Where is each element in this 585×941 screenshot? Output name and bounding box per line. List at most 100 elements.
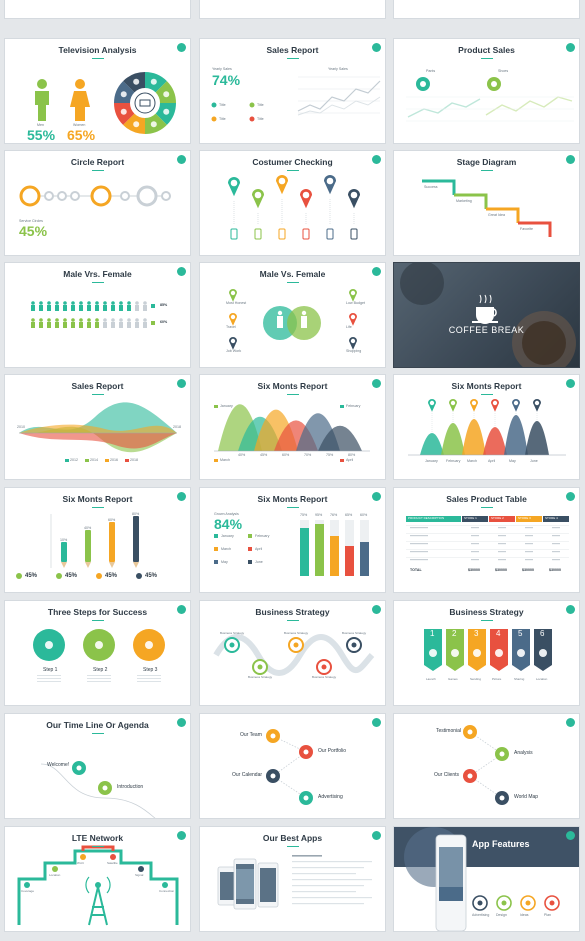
- slide-graphic: [424, 629, 552, 671]
- right-item: Low Budget: [346, 301, 365, 305]
- slide-subtitle-line: [200, 505, 385, 508]
- slide-top-partial-1[interactable]: [4, 0, 191, 19]
- men-label: Men: [37, 123, 44, 127]
- stage-label: Success: [424, 185, 438, 189]
- slide-graphic: [31, 301, 155, 328]
- month-label: April: [488, 459, 496, 463]
- peak-percent: 75%: [326, 453, 334, 457]
- slide-stage-diagram[interactable]: Success Marketing Great Idea Favorite Stage …: [393, 150, 580, 256]
- slide-costumer-checking[interactable]: Costumer Checking: [199, 150, 386, 256]
- table-header: STORE 1: [464, 516, 477, 520]
- bar-percent: 40%: [84, 526, 92, 530]
- slide-best-apps[interactable]: Our Best Apps: [199, 826, 386, 932]
- slide-subtitle-line: [5, 505, 190, 508]
- legend-item: 2016: [110, 458, 118, 462]
- slide-graphic: [5, 0, 191, 19]
- slide-number-badge: [566, 718, 575, 727]
- month-label: March: [220, 458, 230, 462]
- slide-male-vs-female-1[interactable]: 85% 60% Male Vrs. Female: [4, 262, 191, 368]
- step-label: Step 1: [43, 667, 58, 673]
- slide-app-features[interactable]: Advertising Design Ideas Plan App Features: [393, 826, 580, 932]
- year-label: 2018: [173, 425, 181, 429]
- slide-title: Sales Report: [266, 45, 319, 55]
- slide-six-monts-report-2[interactable]: January February March April May June Six Mont…: [393, 374, 580, 480]
- slide-subtitle-line: [5, 168, 190, 171]
- month-label: April: [255, 547, 263, 551]
- slide-subtitle-line: [394, 618, 579, 621]
- slide-title: Six Monts Report: [257, 494, 328, 504]
- slide-graphic: [211, 76, 381, 122]
- slide-sales-report-1[interactable]: Yearly Sales 74% Title Title Title Title Yearl…: [199, 38, 386, 144]
- slide-number-badge: [177, 43, 186, 52]
- slide-male-vs-female-2[interactable]: Most Honest Travel Job Work Low Budget Life S…: [199, 262, 386, 368]
- chart-title: Yearly Sales: [328, 67, 348, 71]
- slide-timeline[interactable]: Welcome! Introduction Our Time Line Or Age…: [4, 713, 191, 819]
- slide-sales-report-2[interactable]: 2010 2018 2012 2014 2016 2018 Sales Report: [4, 374, 191, 480]
- slide-business-strategy-2[interactable]: 1 Launch 2 Games 3 Sending 4 Picture 5 Sharing 6 Lo…: [393, 600, 580, 706]
- network-item: Location: [49, 873, 61, 877]
- slide-graphic: [228, 175, 360, 240]
- slide-subtitle-line: [200, 392, 385, 395]
- stage-label: Marketing: [456, 199, 472, 203]
- peak-percent: 70%: [304, 453, 312, 457]
- strategy-label: Sharing: [514, 677, 525, 681]
- year-label: 2010: [17, 425, 25, 429]
- slide-graphic: [214, 404, 370, 462]
- slide-subtitle-line: [200, 56, 385, 59]
- month-label: January: [221, 534, 234, 538]
- feature-item: Advertising: [472, 913, 490, 917]
- bar-percent: 75%: [300, 513, 308, 517]
- slide-graphic: [213, 634, 375, 676]
- slide-product-sales[interactable]: Pants Shoes Product Sales: [393, 38, 580, 144]
- slide-business-strategy-1[interactable]: Business Strategy Business Strategy Busine…: [199, 600, 386, 706]
- slide-testimonial[interactable]: Testimonial Analysis Our Clients World Map: [393, 713, 580, 819]
- slide-number-badge: [177, 718, 186, 727]
- table-total-value: $30000: [522, 568, 534, 572]
- slide-number-badge: [372, 831, 381, 840]
- slide-title: Sales Report: [71, 381, 124, 391]
- coffee-break-title: COFFEE BREAK: [448, 325, 525, 335]
- slide-title: Costumer Checking: [252, 157, 333, 167]
- slide-number-badge: [372, 718, 381, 727]
- slide-title: Sales Product Table: [446, 494, 527, 504]
- strategy-label: Sending: [470, 677, 482, 681]
- slide-sales-product-table[interactable]: PRODUCT DESCRIPTION STORE 1 STORE 2 STORE 3…: [393, 487, 580, 593]
- app-features-title: App Features: [472, 839, 530, 849]
- slide-our-team[interactable]: Our Team Our Portfolio Our Calendar Adverti…: [199, 713, 386, 819]
- slide-title: Product Sales: [458, 45, 515, 55]
- strategy-number: 6: [540, 629, 545, 638]
- peak-percent: 60%: [282, 453, 290, 457]
- slide-lte-network[interactable]: Coverage Location Wi-Fi Satellite Signal Conn…: [4, 826, 191, 932]
- feature-item: Plan: [544, 913, 552, 917]
- slide-number-badge: [372, 605, 381, 614]
- month-label: June: [530, 459, 538, 463]
- slide-television-analysis[interactable]: Men Women 55% 65% Television Analysis: [4, 38, 191, 144]
- left-item: Travel: [226, 325, 236, 329]
- bottom-percent: 45%: [105, 573, 118, 579]
- slide-coffee-break[interactable]: COFFEE BREAK: [393, 262, 580, 368]
- slide-top-partial-3[interactable]: [393, 0, 580, 19]
- slide-graphic: [200, 0, 386, 19]
- strategy-item: Business Strategy: [342, 631, 367, 635]
- slide-circle-report[interactable]: Service Circles 45% Circle Report: [4, 150, 191, 256]
- slide-subtitle-line: [200, 844, 385, 847]
- slide-subtitle-line: [200, 168, 385, 171]
- bar-percent: 80%: [132, 512, 140, 516]
- slide-graphic: [17, 845, 179, 926]
- slide-title: Circle Report: [70, 157, 125, 167]
- slide-subtitle-line: [394, 392, 579, 395]
- slide-number-badge: [566, 605, 575, 614]
- network-item: Satellite: [107, 861, 118, 865]
- strategy-item: Business Strategy: [284, 631, 309, 635]
- slide-graphic: [406, 516, 569, 561]
- slide-six-monts-report-3[interactable]: 10% 40% 60% 80% 45% 45% 45% 45% Six Monts Report: [4, 487, 191, 593]
- slide-three-steps[interactable]: Step 1 Step 2 Step 3 Three Steps for Succes…: [4, 600, 191, 706]
- slide-six-monts-report-1[interactable]: 40% 45% 60% 70% 75% 80% January February March Ap…: [199, 374, 386, 480]
- slide-top-partial-2[interactable]: [199, 0, 386, 19]
- table-total-value: $30000: [549, 568, 561, 572]
- slide-number-badge: [566, 379, 575, 388]
- slide-six-monts-report-4[interactable]: Grown Analysis 84% January February March Apr…: [199, 487, 386, 593]
- slide-number-badge: [177, 831, 186, 840]
- agenda-item: Our Portfolio: [318, 748, 347, 754]
- month-label: January: [425, 459, 438, 463]
